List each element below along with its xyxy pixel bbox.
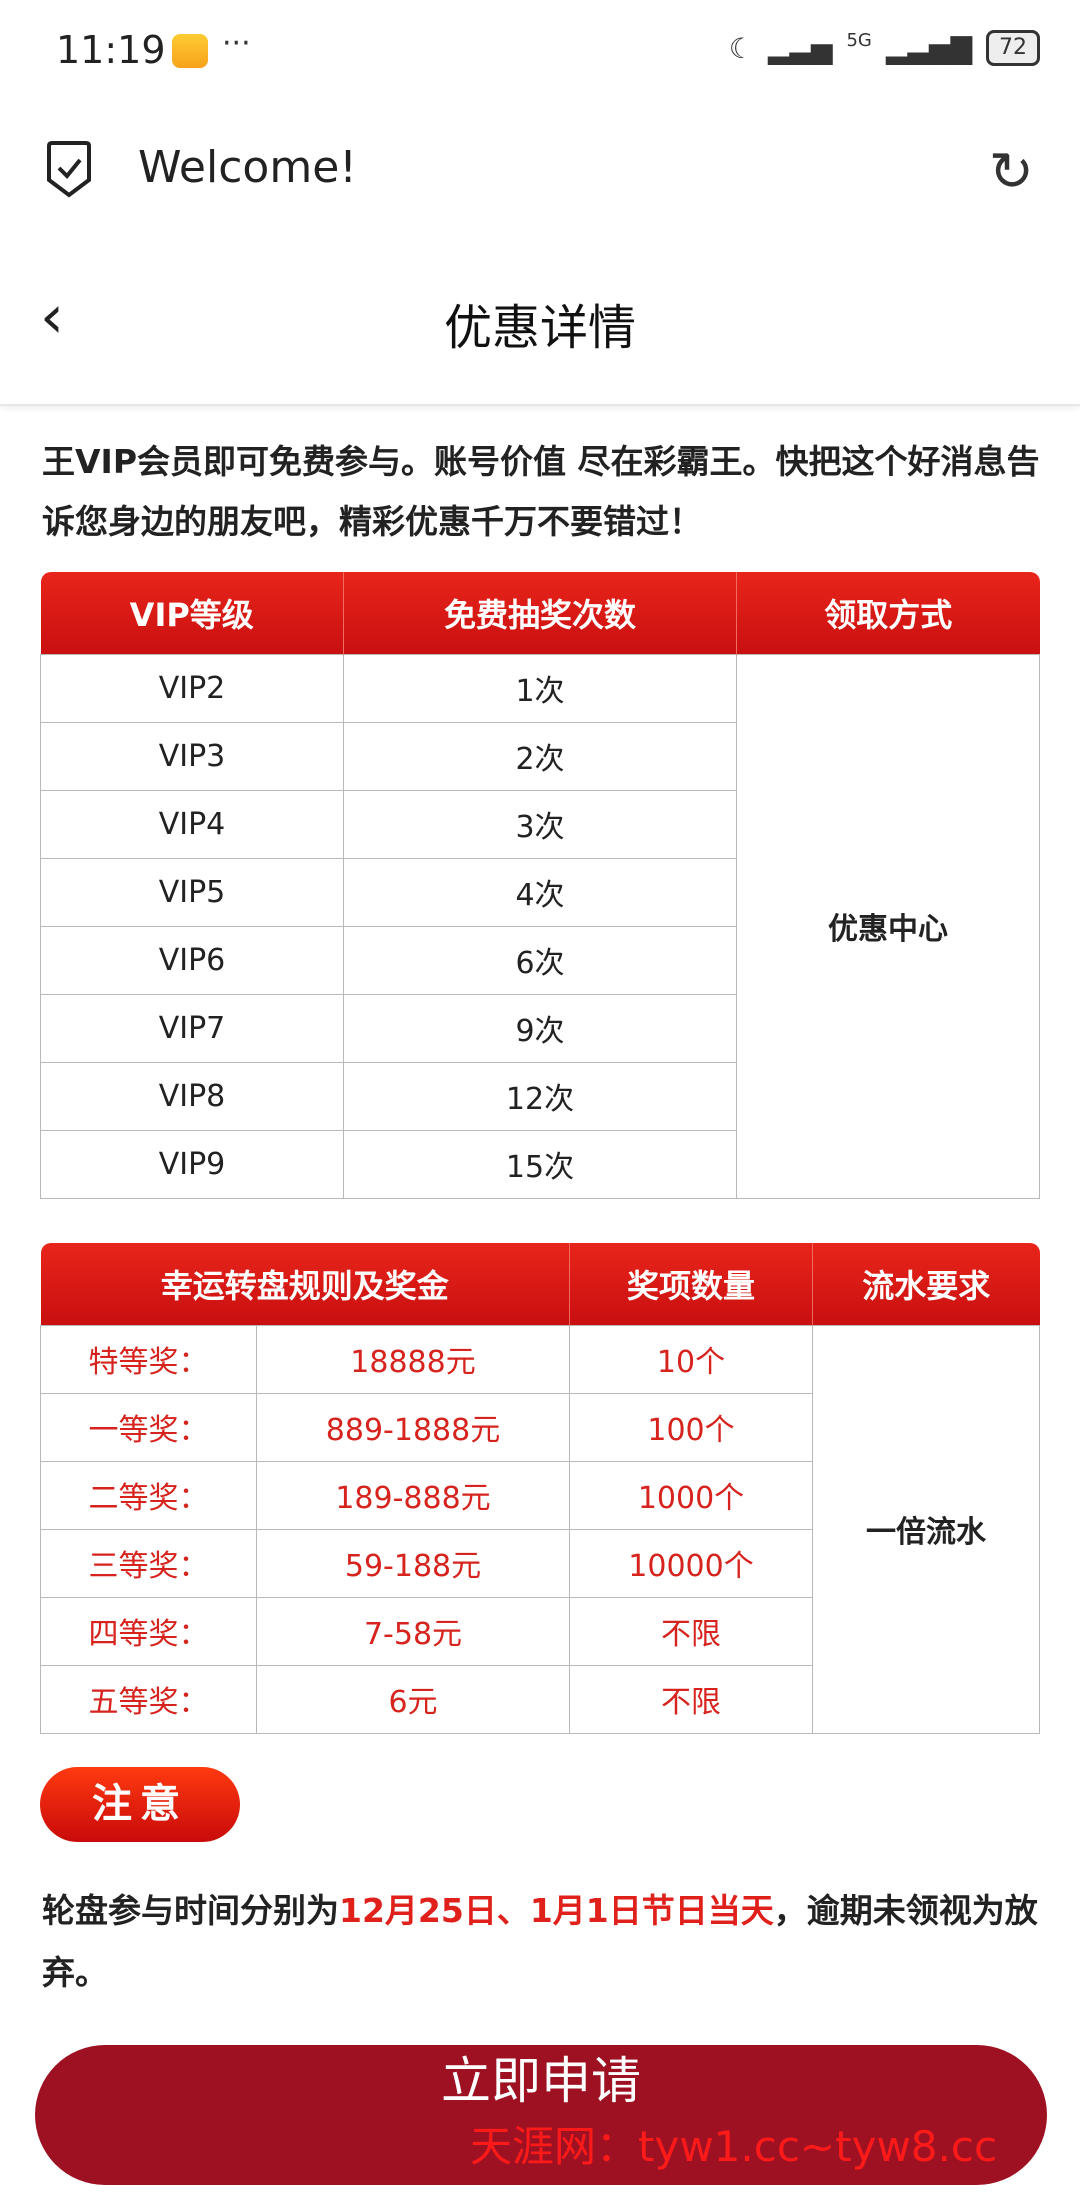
notice-dates: 12月25日、1月1日节日当天	[339, 1891, 774, 1930]
draw-count: 3次	[343, 789, 737, 859]
signal-5g-icon: ▂▃▅▇	[885, 31, 972, 65]
status-bar: 11:19 ··· ☾ ▂▃▅ 5G ▂▃▅▇ 72	[0, 0, 1080, 100]
notice-badge: 注意	[40, 1767, 240, 1842]
notice-text: 轮盘参与时间分别为12月25日、1月1日节日当天，逾期未领视为放弃。	[42, 1880, 1042, 2004]
prize-tier: 五等奖：	[40, 1664, 257, 1734]
prize-count: 10个	[569, 1324, 813, 1394]
signal-icon: ▂▃▅	[767, 31, 833, 65]
vip-level: VIP5	[40, 857, 344, 927]
prize-amount: 189-888元	[256, 1460, 570, 1530]
table-row: 特等奖： 18888元 10个 一倍流水	[40, 1324, 1040, 1734]
prize-amount: 7-58元	[256, 1596, 570, 1666]
browser-title: Welcome!	[138, 142, 357, 193]
more-notifications-icon: ···	[222, 26, 251, 61]
claim-method: 优惠中心	[736, 653, 1040, 1199]
battery-indicator: 72	[986, 30, 1040, 66]
vip-level: VIP7	[40, 993, 344, 1063]
turnover-requirement: 一倍流水	[812, 1324, 1040, 1734]
prize-tier: 一等奖：	[40, 1392, 257, 1462]
prize-count: 不限	[569, 1664, 813, 1734]
draw-count: 15次	[343, 1129, 737, 1199]
prize-count: 1000个	[569, 1460, 813, 1530]
network-type: 5G	[846, 30, 872, 51]
draw-count: 9次	[343, 993, 737, 1063]
notice-text-before: 轮盘参与时间分别为	[42, 1891, 339, 1930]
watermark: 天涯网：tyw1.cc~tyw8.cc	[470, 2122, 998, 2171]
prize-tier: 四等奖：	[40, 1596, 257, 1666]
prize-amount: 18888元	[256, 1324, 570, 1394]
draw-count: 4次	[343, 857, 737, 927]
page-title: 优惠详情	[443, 300, 636, 356]
prize-tier: 三等奖：	[40, 1528, 257, 1598]
apply-now-button[interactable]: 立即申请	[35, 2045, 1047, 2185]
table-row: 一等奖： 889-1888元 100个	[40, 1392, 1040, 1462]
table-row: VIP4 3次	[40, 789, 1040, 859]
notification-app-icon	[172, 34, 208, 68]
table-row: VIP2 1次 优惠中心	[40, 653, 1040, 1199]
prize-count: 10000个	[569, 1528, 813, 1598]
table-row: VIP8 12次	[40, 1061, 1040, 1131]
status-time: 11:19	[56, 28, 166, 72]
header-method: 领取方式	[736, 572, 1040, 654]
prize-table: 幸运转盘规则及奖金 奖项数量 流水要求 特等奖： 18888元 10个 一倍流水 一等…	[40, 1243, 1040, 1734]
prize-tier: 特等奖：	[40, 1324, 257, 1394]
table-row: 四等奖： 7-58元 不限	[40, 1596, 1040, 1666]
draw-count: 6次	[343, 925, 737, 995]
browser-bar: Welcome! ↻	[0, 120, 1080, 220]
table-row: VIP9 15次	[40, 1129, 1040, 1199]
prize-amount: 889-1888元	[256, 1392, 570, 1462]
prize-amount: 6元	[256, 1664, 570, 1734]
table-row: 二等奖： 189-888元 1000个	[40, 1460, 1040, 1530]
vip-level: VIP6	[40, 925, 344, 995]
do-not-disturb-moon-icon: ☾	[728, 31, 754, 65]
vip-level: VIP8	[40, 1061, 344, 1131]
header-prize-count: 奖项数量	[569, 1243, 813, 1325]
intro-text: 王VIP会员即可免费参与。账号价值 尽在彩霸王。快把这个好消息告诉您身边的朋友吧…	[42, 442, 1040, 541]
table-row: VIP6 6次	[40, 925, 1040, 995]
shield-check-icon[interactable]	[44, 140, 94, 198]
vip-level: VIP9	[40, 1129, 344, 1199]
prize-count: 100个	[569, 1392, 813, 1462]
draw-count: 12次	[343, 1061, 737, 1131]
table-row: VIP7 9次	[40, 993, 1040, 1063]
table-row: VIP5 4次	[40, 857, 1040, 927]
header-turnover: 流水要求	[812, 1243, 1040, 1325]
draw-count: 2次	[343, 721, 737, 791]
prize-amount: 59-188元	[256, 1528, 570, 1598]
vip-level: VIP3	[40, 721, 344, 791]
header-vip-level: VIP等级	[40, 572, 344, 654]
header-prize-rules: 幸运转盘规则及奖金	[40, 1243, 570, 1325]
vip-level: VIP2	[40, 653, 344, 723]
prize-count: 不限	[569, 1596, 813, 1666]
vip-table: VIP等级 免费抽奖次数 领取方式 VIP2 1次 优惠中心 VIP3 2次 VIP4…	[40, 572, 1040, 1199]
header-draw-count: 免费抽奖次数	[343, 572, 737, 654]
notice-text-after: ，逾期未领视为放弃。	[42, 1891, 1038, 1992]
page-header: ‹ 优惠详情	[0, 262, 1080, 406]
back-arrow-icon[interactable]: ‹	[40, 282, 64, 352]
vip-level: VIP4	[40, 789, 344, 859]
draw-count: 1次	[343, 653, 737, 723]
table-row: 三等奖： 59-188元 10000个	[40, 1528, 1040, 1598]
refresh-icon[interactable]: ↻	[988, 140, 1034, 203]
prize-tier: 二等奖：	[40, 1460, 257, 1530]
table-row: 五等奖： 6元 不限	[40, 1664, 1040, 1734]
